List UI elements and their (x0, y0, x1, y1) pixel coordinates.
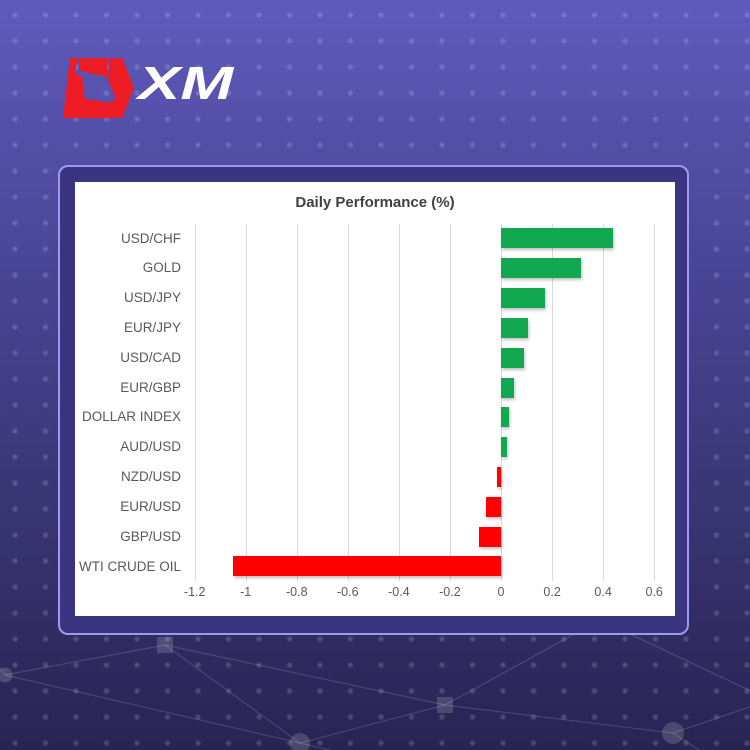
svg-text:XM: XM (135, 58, 236, 109)
